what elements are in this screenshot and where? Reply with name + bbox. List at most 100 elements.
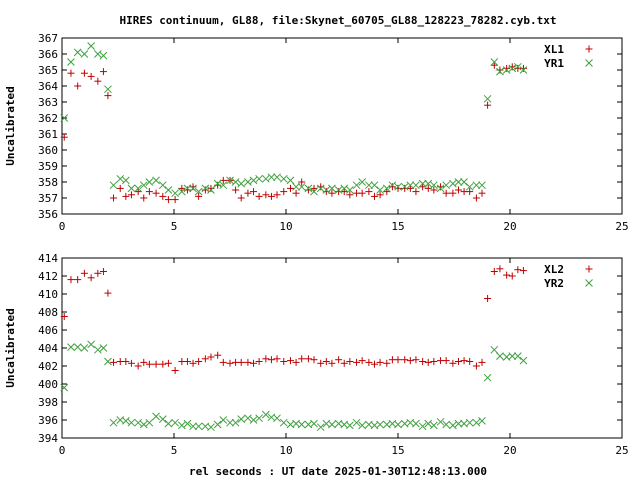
data-point — [496, 66, 504, 74]
y-tick-label: 396 — [38, 414, 58, 427]
legend-marker — [585, 59, 593, 67]
legend-marker — [585, 279, 593, 287]
data-point — [273, 191, 281, 199]
data-point — [472, 194, 480, 202]
data-point — [519, 267, 527, 275]
data-point — [412, 356, 420, 364]
data-point — [513, 352, 522, 360]
data-point — [418, 179, 427, 188]
data-point — [298, 178, 306, 186]
data-point — [286, 357, 294, 365]
data-point — [104, 357, 112, 366]
data-point — [376, 186, 384, 194]
data-point — [171, 367, 179, 374]
data-point — [483, 373, 492, 382]
data-point — [145, 418, 154, 427]
data-point — [226, 418, 234, 427]
data-point — [261, 174, 270, 183]
data-point — [158, 181, 167, 190]
data-point — [466, 358, 474, 365]
data-point — [465, 182, 474, 191]
plot-frame — [61, 257, 623, 439]
data-point — [226, 176, 234, 185]
data-point — [508, 64, 517, 73]
data-point — [177, 421, 186, 430]
data-point — [159, 360, 167, 368]
data-point — [449, 359, 457, 367]
data-point — [376, 191, 384, 199]
data-point — [273, 355, 281, 363]
data-point — [139, 181, 148, 190]
data-point — [262, 191, 270, 199]
data-point — [394, 356, 402, 364]
data-point — [267, 192, 275, 200]
data-point — [127, 184, 136, 193]
data-point — [472, 418, 481, 427]
data-point — [122, 192, 130, 200]
data-point — [460, 357, 468, 365]
data-point — [508, 272, 516, 280]
data-point — [436, 417, 445, 426]
data-point — [99, 344, 108, 352]
data-point — [310, 184, 318, 192]
data-point — [310, 187, 318, 196]
x-tick-label: 20 — [503, 444, 516, 457]
data-point — [280, 358, 288, 365]
y-tick-label: 359 — [38, 160, 58, 173]
data-point — [207, 184, 215, 192]
data-point — [519, 356, 528, 365]
data-point — [171, 189, 179, 198]
chart-title: HIRES continuum, GL88, file:Skynet_60705… — [119, 14, 556, 27]
data-point — [429, 421, 438, 430]
data-point — [116, 184, 124, 192]
data-point — [316, 184, 325, 193]
data-point — [255, 358, 263, 365]
data-point — [189, 359, 197, 367]
data-point — [328, 359, 336, 367]
x-tick-label: 10 — [279, 444, 292, 457]
data-point — [244, 358, 252, 366]
data-point — [519, 64, 527, 72]
x-tick-label: 0 — [59, 444, 66, 457]
data-point — [214, 181, 222, 189]
data-point — [490, 268, 498, 275]
lower-panel: 394 396 398 400 402 404 406 408 410 412 414 0 5 10 15 2… — [4, 252, 629, 457]
data-point — [394, 182, 402, 191]
data-point — [171, 196, 179, 204]
data-point — [442, 189, 450, 197]
data-point — [322, 358, 330, 365]
data-point — [436, 184, 445, 193]
legend-marker — [585, 265, 593, 273]
data-point — [219, 181, 228, 190]
data-point — [74, 82, 82, 90]
data-point — [262, 355, 270, 363]
data-point — [345, 421, 354, 430]
x-axis-label: rel seconds : UT date 2025-01-30T12:48:1… — [189, 465, 487, 478]
data-point — [219, 358, 227, 366]
data-point — [340, 184, 349, 193]
data-point — [273, 414, 281, 423]
y-tick-label: 366 — [38, 48, 58, 61]
x-tick-label: 20 — [503, 220, 516, 233]
y-tick-label: 362 — [38, 112, 58, 125]
data-point — [334, 186, 343, 194]
y-tick-label: 398 — [38, 396, 58, 409]
y-axis-label: Uncalibrated — [4, 308, 17, 387]
data-point — [140, 194, 148, 202]
data-point — [400, 182, 409, 191]
plot-frame — [61, 37, 623, 215]
data-point — [346, 358, 354, 365]
data-point — [322, 186, 331, 194]
data-point — [442, 420, 451, 429]
data-point — [466, 188, 474, 196]
data-point — [183, 184, 192, 193]
data-point — [244, 178, 252, 186]
data-point — [232, 186, 240, 194]
data-point — [358, 189, 366, 197]
y-tick-label: 404 — [38, 342, 58, 355]
data-point — [478, 417, 486, 425]
data-point — [104, 85, 112, 94]
data-point — [502, 66, 511, 74]
data-point — [484, 101, 492, 109]
y-tick-label: 400 — [38, 378, 58, 391]
